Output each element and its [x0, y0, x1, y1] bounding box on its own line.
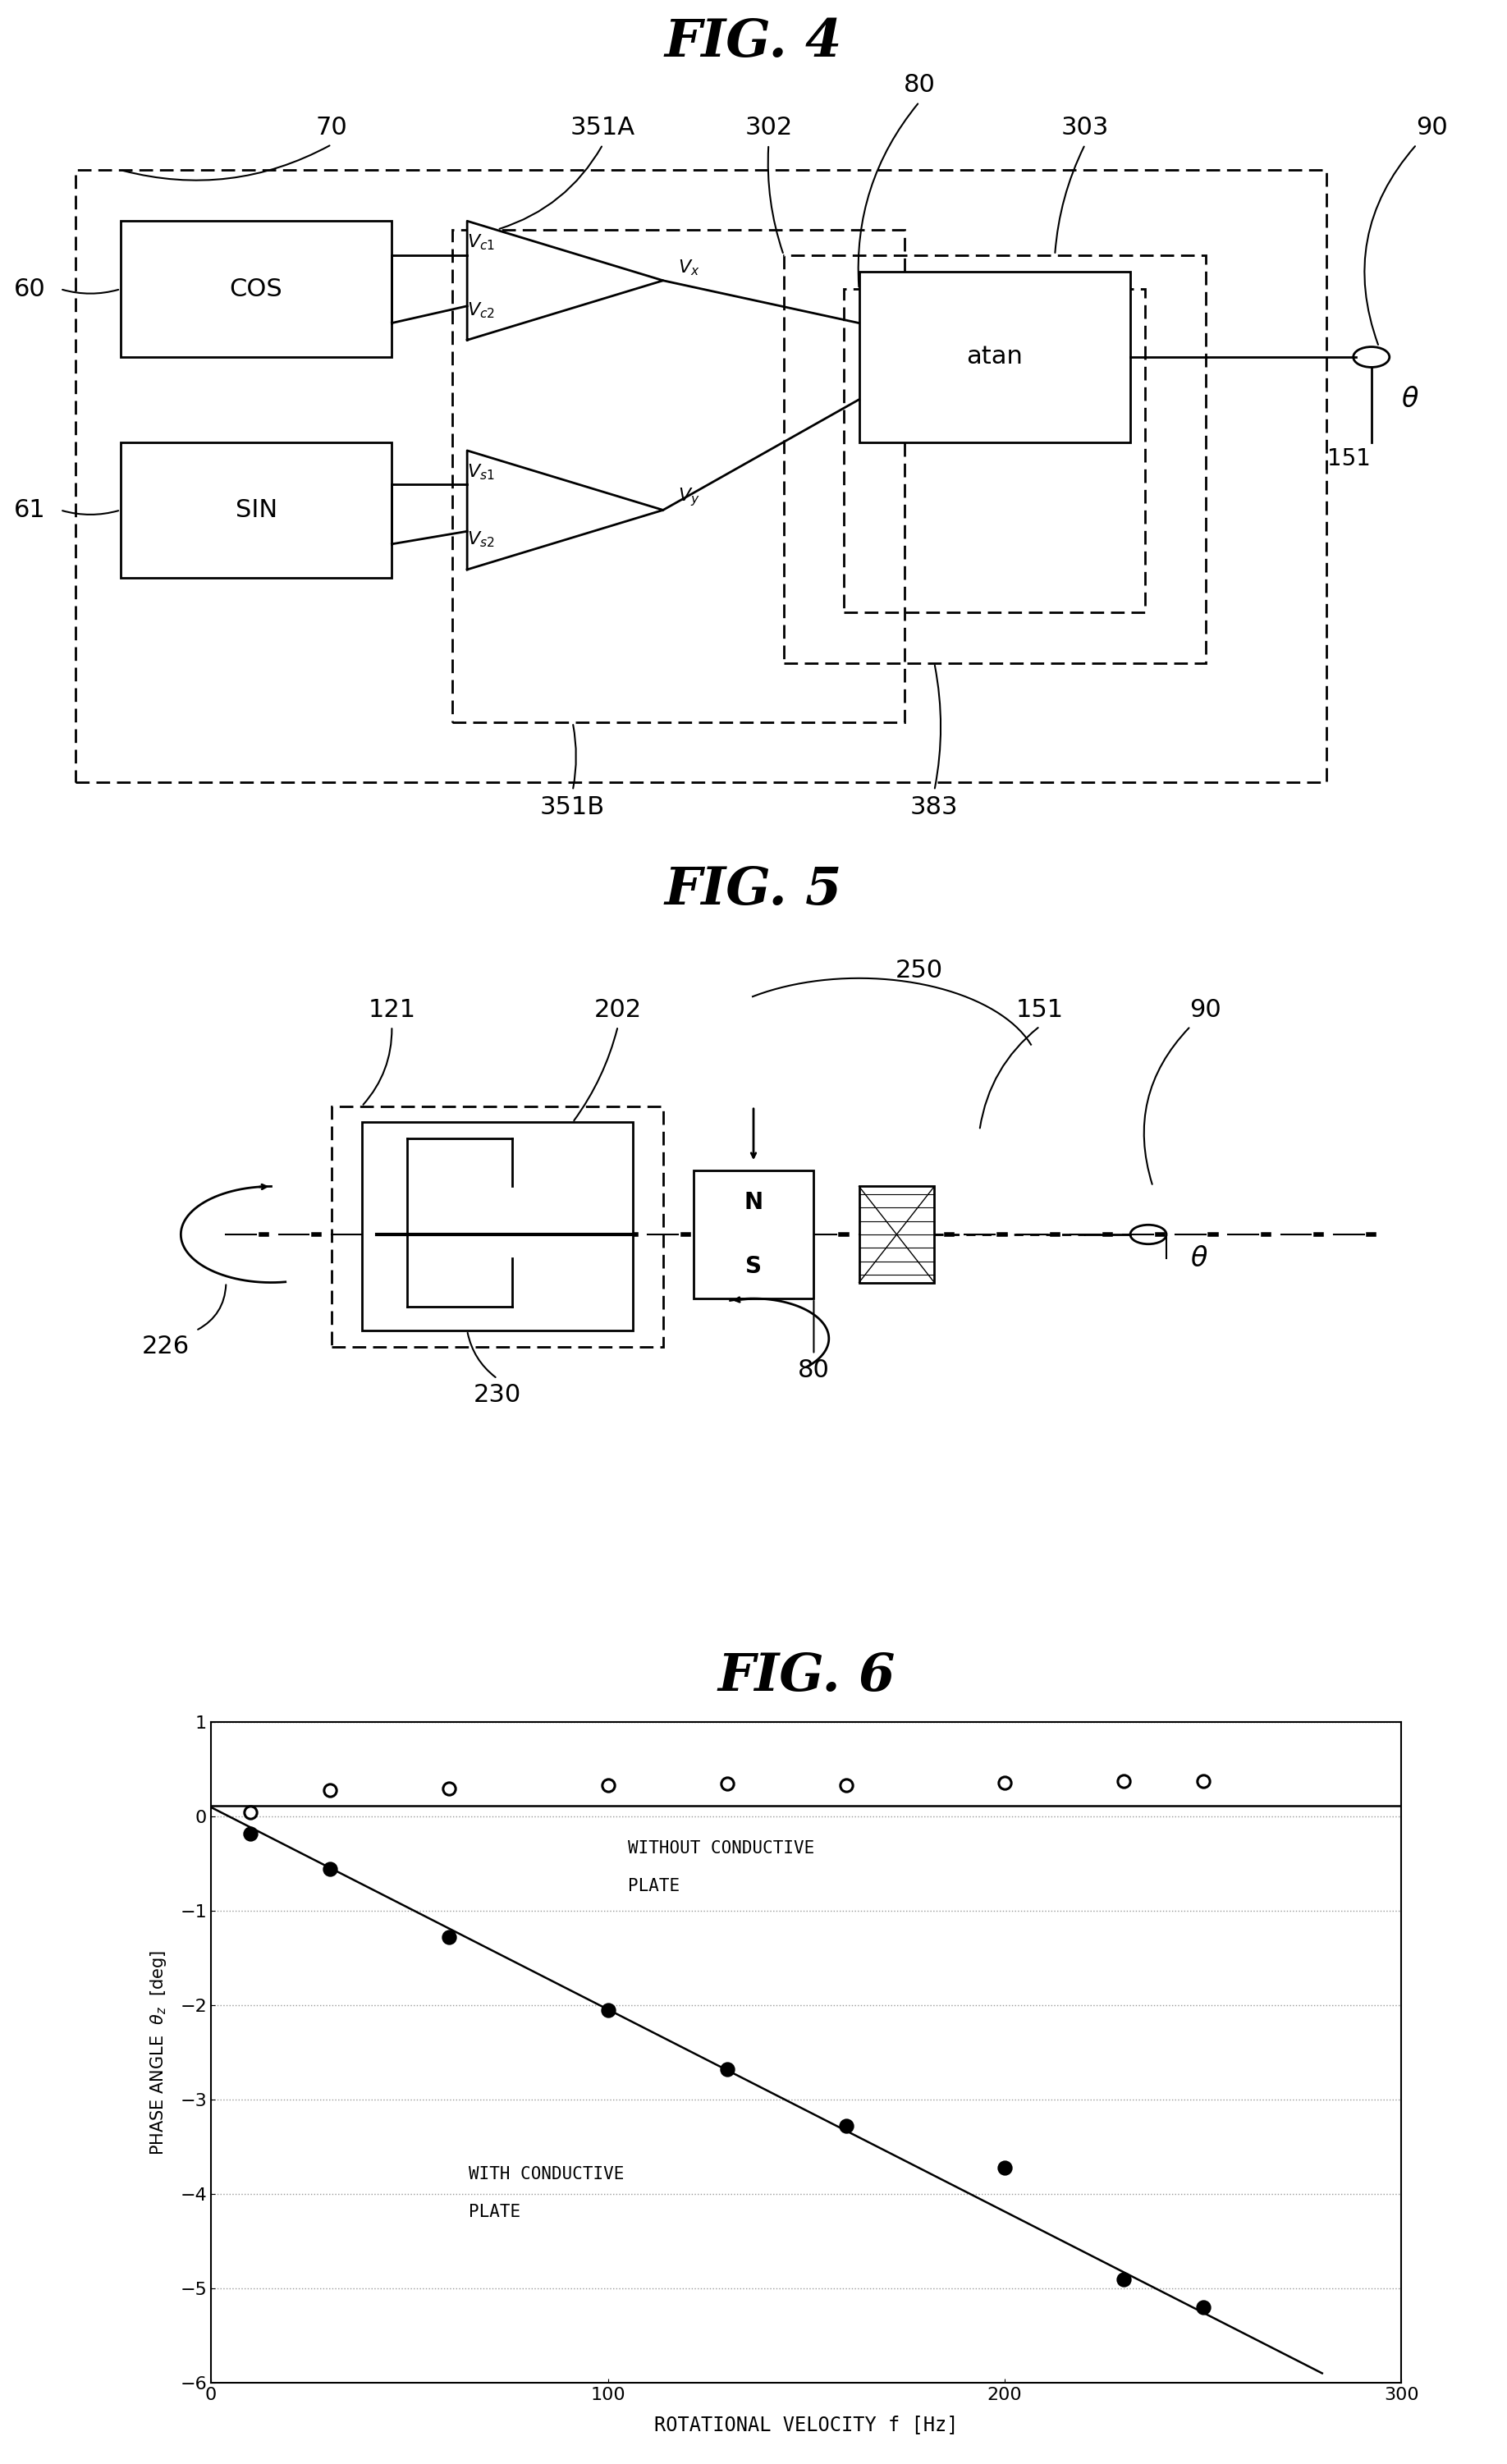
Text: 90: 90	[1189, 998, 1222, 1023]
Text: 383: 383	[910, 796, 958, 821]
Text: S: S	[746, 1254, 761, 1279]
Text: $\theta$: $\theta$	[1402, 387, 1420, 414]
Text: 303: 303	[1061, 116, 1109, 140]
Bar	[859, 1185, 934, 1281]
Y-axis label: PHASE ANGLE  $\theta_z$  [deg]: PHASE ANGLE $\theta_z$ [deg]	[149, 1949, 169, 2156]
X-axis label: ROTATIONAL VELOCITY f [Hz]: ROTATIONAL VELOCITY f [Hz]	[654, 2415, 958, 2434]
Text: PLATE: PLATE	[628, 1878, 680, 1895]
Text: 151: 151	[1016, 998, 1064, 1023]
Bar	[859, 271, 1130, 441]
Text: $V_{c2}$: $V_{c2}$	[467, 301, 496, 320]
Text: 80: 80	[903, 74, 936, 96]
Text: N: N	[744, 1190, 763, 1215]
Text: 60: 60	[14, 276, 47, 301]
Bar	[75, 170, 1326, 781]
Bar	[362, 1121, 633, 1331]
Text: FIG. 4: FIG. 4	[665, 17, 842, 67]
Text: 351B: 351B	[540, 796, 606, 821]
Text: 80: 80	[797, 1358, 830, 1382]
Text: 61: 61	[14, 498, 47, 522]
Text: $V_{s2}$: $V_{s2}$	[467, 530, 494, 549]
Text: atan: atan	[966, 345, 1023, 370]
Polygon shape	[467, 222, 663, 340]
Text: COS: COS	[229, 276, 283, 301]
Polygon shape	[505, 1185, 520, 1259]
Text: 351A: 351A	[570, 116, 636, 140]
Text: SIN: SIN	[235, 498, 277, 522]
Text: 226: 226	[142, 1335, 190, 1358]
Text: $V_y$: $V_y$	[678, 485, 699, 508]
Bar	[121, 441, 392, 579]
Polygon shape	[467, 451, 663, 569]
Bar	[693, 1170, 814, 1299]
Text: $V_{s1}$: $V_{s1}$	[467, 463, 494, 480]
Text: 230: 230	[473, 1382, 521, 1407]
Text: PLATE: PLATE	[469, 2203, 521, 2220]
Text: WITHOUT CONDUCTIVE: WITHOUT CONDUCTIVE	[628, 1841, 814, 1858]
Text: $\theta$: $\theta$	[1191, 1244, 1209, 1271]
Bar	[452, 229, 904, 722]
Bar	[784, 254, 1206, 663]
Text: $V_x$: $V_x$	[678, 259, 699, 278]
Text: 70: 70	[315, 116, 348, 140]
Text: 151: 151	[1328, 448, 1370, 471]
Text: 302: 302	[744, 116, 793, 140]
Text: FIG. 5: FIG. 5	[665, 865, 842, 914]
Text: $V_{c1}$: $V_{c1}$	[467, 232, 496, 251]
Bar	[332, 1106, 663, 1345]
Text: 202: 202	[594, 998, 642, 1023]
Text: WITH CONDUCTIVE: WITH CONDUCTIVE	[469, 2166, 624, 2183]
Bar	[422, 1170, 497, 1299]
Text: 250: 250	[895, 958, 943, 983]
Title: FIG. 6: FIG. 6	[717, 1651, 895, 1703]
Text: 121: 121	[368, 998, 416, 1023]
Bar	[121, 222, 392, 357]
Bar	[844, 288, 1145, 611]
Text: 90: 90	[1415, 116, 1448, 140]
